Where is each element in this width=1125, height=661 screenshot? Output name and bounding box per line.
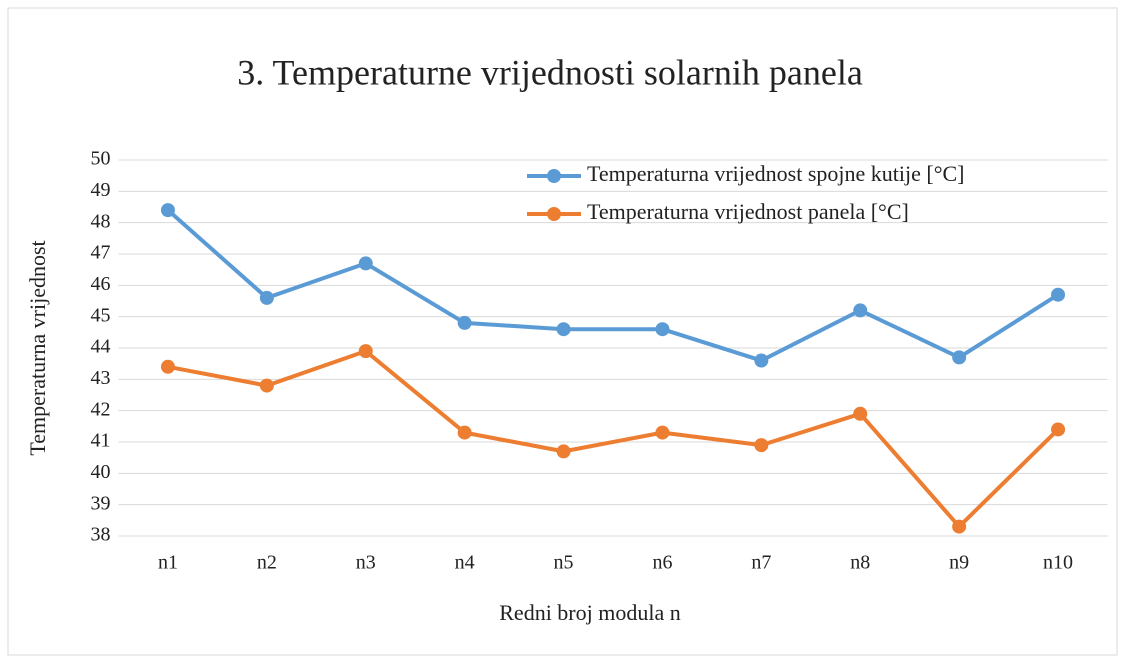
data-point: [952, 350, 967, 365]
data-point: [853, 303, 868, 318]
y-tick-label: 40: [91, 461, 111, 483]
data-point: [160, 203, 175, 218]
chart-title: 3. Temperaturne vrijednosti solarnih pan…: [237, 52, 863, 92]
y-tick-label: 50: [91, 148, 111, 170]
x-tick-label: n4: [455, 552, 475, 574]
data-point: [1051, 422, 1066, 437]
x-tick-label: n10: [1043, 552, 1073, 574]
data-point: [952, 519, 967, 534]
x-tick-label: n2: [257, 552, 277, 574]
data-point: [160, 359, 175, 374]
x-tick-label: n6: [652, 552, 672, 574]
data-point: [853, 406, 868, 421]
data-point: [754, 438, 769, 453]
data-point: [457, 425, 472, 440]
series-line: [167, 349, 1060, 529]
y-tick-label: 38: [91, 524, 111, 546]
y-tick-label: 48: [91, 210, 111, 232]
x-axis-label: Redni broj modula n: [499, 600, 680, 625]
legend-marker: [547, 169, 561, 183]
data-point: [358, 256, 373, 271]
y-tick-label: 42: [91, 398, 111, 420]
x-tick-label: n7: [751, 552, 771, 574]
y-tick-label: 39: [91, 492, 111, 514]
series-line: [166, 208, 1060, 363]
y-tick-label: 49: [91, 179, 111, 201]
x-tick-label: n1: [158, 552, 178, 574]
x-tick-label: n5: [554, 552, 574, 574]
y-tick-label: 46: [91, 273, 111, 295]
data-point: [754, 353, 769, 368]
data-point: [1051, 287, 1066, 302]
data-point: [259, 290, 274, 305]
data-point: [556, 444, 571, 459]
y-tick-label: 43: [91, 367, 111, 389]
data-point: [457, 315, 472, 330]
y-axis-label: Temperaturna vrijednost: [25, 240, 50, 455]
x-tick-label: n3: [356, 552, 376, 574]
x-tick-label: n9: [949, 552, 969, 574]
x-tick-label: n8: [850, 552, 870, 574]
legend-label: Temperaturna vrijednost spojne kutije [°…: [587, 161, 965, 186]
y-tick-label: 45: [91, 304, 111, 326]
data-point: [655, 322, 670, 337]
data-point: [358, 344, 373, 359]
legend-marker: [547, 207, 561, 221]
legend-label: Temperaturna vrijednost panela [°C]: [587, 199, 909, 224]
y-tick-label: 47: [91, 242, 111, 264]
y-tick-label: 41: [91, 430, 111, 452]
data-point: [259, 378, 274, 393]
data-point: [655, 425, 670, 440]
y-tick-label: 44: [91, 336, 111, 358]
data-point: [556, 322, 571, 337]
